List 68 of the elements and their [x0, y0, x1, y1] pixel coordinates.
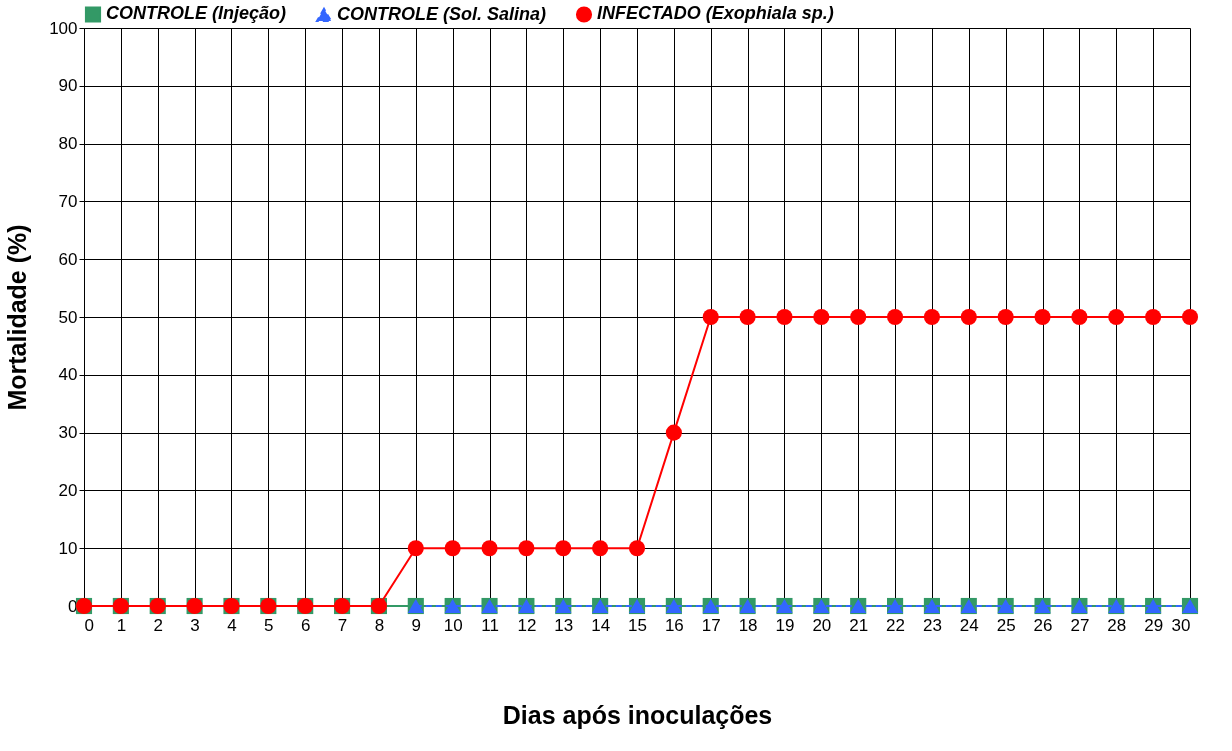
- point: [1145, 308, 1162, 326]
- point: [665, 424, 682, 441]
- x-tick-label: 3: [190, 615, 200, 635]
- point: [997, 308, 1014, 326]
- x-tick-label: 7: [337, 615, 348, 635]
- legend-label: CONTROLE (Injeção): [106, 3, 287, 24]
- point: [960, 308, 977, 326]
- x-tick-label: 30: [1171, 615, 1191, 635]
- point: [1071, 308, 1088, 326]
- x-tick-label: 6: [300, 615, 311, 635]
- point: [518, 540, 535, 557]
- y-tick-label: 30: [58, 423, 78, 443]
- x-tick-label: 23: [922, 615, 942, 635]
- y-axis-title: Mortalidade (%): [3, 224, 32, 411]
- x-tick-label: 8: [374, 615, 385, 635]
- x-tick-label: 5: [264, 615, 274, 635]
- point: [1108, 308, 1125, 326]
- x-tick-label: 26: [1033, 615, 1053, 635]
- y-tick-label: 60: [58, 249, 78, 269]
- legend-label: CONTROLE (Sol. Salina): [337, 3, 547, 24]
- x-tick-label: 24: [959, 615, 979, 635]
- x-tick-label: 25: [996, 615, 1016, 635]
- x-tick-label: 22: [886, 615, 906, 635]
- y-tick-label: 80: [58, 134, 78, 154]
- point: [850, 308, 867, 326]
- point: [592, 540, 609, 557]
- point: [555, 540, 572, 557]
- point: [444, 540, 461, 557]
- x-tick-label: 1: [116, 615, 127, 635]
- y-tick-label: 10: [58, 538, 78, 558]
- x-tick-label: 11: [481, 615, 499, 635]
- y-tick-label: 40: [58, 365, 78, 385]
- x-tick-label: 15: [628, 615, 647, 635]
- x-tick-label: 2: [153, 615, 163, 635]
- y-tick-label: 90: [58, 76, 78, 96]
- point: [1034, 308, 1051, 326]
- x-tick-label: 9: [411, 615, 422, 635]
- x-tick-label: 21: [849, 615, 869, 635]
- point: [739, 308, 756, 326]
- y-tick-label: 20: [58, 480, 78, 500]
- x-tick-label: 17: [701, 615, 721, 635]
- y-tick-label: 100: [49, 18, 78, 38]
- x-tick-label: 29: [1144, 615, 1164, 635]
- legend-label: INFECTADO (Exophiala sp.): [597, 3, 834, 24]
- x-tick-label: 4: [227, 615, 237, 635]
- x-tick-label: 28: [1107, 615, 1127, 635]
- point: [776, 308, 793, 326]
- x-tick-label: 19: [775, 615, 795, 635]
- x-tick-label: 14: [591, 615, 611, 635]
- point: [702, 308, 719, 326]
- y-tick-label: 50: [58, 307, 78, 327]
- point: [923, 308, 940, 326]
- x-tick-label: 12: [517, 615, 537, 635]
- point: [407, 540, 424, 557]
- x-tick-label: 0: [84, 615, 94, 635]
- x-tick-label: 20: [812, 615, 832, 635]
- x-tick-label: 13: [554, 615, 574, 635]
- point: [813, 308, 830, 326]
- x-tick-label: 16: [664, 615, 684, 635]
- point: [887, 308, 904, 326]
- point: [628, 540, 646, 557]
- x-tick-label: 18: [738, 615, 758, 635]
- x-tick-label: 10: [443, 615, 463, 635]
- point: [481, 540, 498, 557]
- y-tick-label: 70: [58, 191, 78, 211]
- x-axis-title: Dias após inoculações: [502, 700, 773, 729]
- point: [1181, 308, 1199, 326]
- x-tick-label: 27: [1070, 615, 1090, 635]
